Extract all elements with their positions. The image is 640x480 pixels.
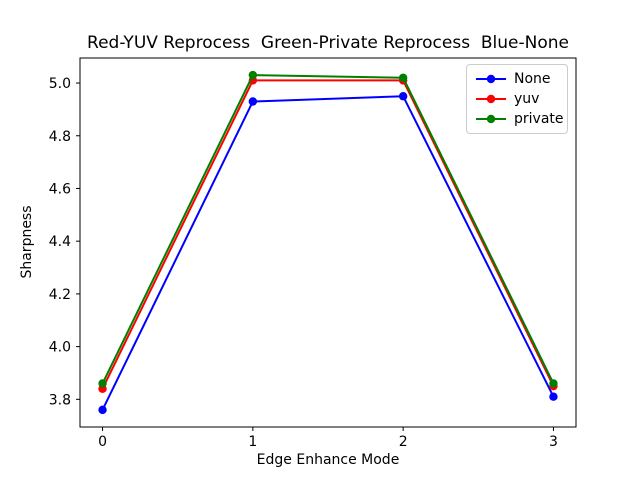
- legend-item-private: private: [475, 109, 564, 129]
- legend-label-None: None: [514, 71, 551, 87]
- x-tick-label: 1: [248, 434, 257, 450]
- plot-marker-None: [248, 97, 258, 106]
- plot-marker-private: [248, 70, 258, 80]
- x-tick-label: 2: [399, 434, 408, 450]
- x-tick-label: 3: [549, 434, 558, 450]
- plot-marker-private: [398, 73, 408, 82]
- y-tick-label: 5.0: [49, 76, 71, 92]
- y-tick-label: 4.4: [49, 234, 71, 250]
- plot-marker-None: [398, 92, 408, 101]
- legend-line-sample-None: [476, 74, 506, 84]
- legend-label-private: private: [514, 111, 564, 127]
- plot-marker-private: [549, 379, 558, 388]
- plot-line-private: [101, 74, 555, 384]
- chart-title: Red-YUV Reprocess Green-Private Reproces…: [87, 33, 569, 53]
- x-axis-label: Edge Enhance Mode: [256, 452, 400, 468]
- legend-item-None: None: [475, 69, 559, 89]
- plot-line-None: [101, 95, 555, 411]
- y-tick-label: 4.0: [49, 340, 71, 356]
- legend-line-sample-private: [476, 114, 506, 124]
- y-tick-label: 4.2: [49, 287, 71, 303]
- plot-marker-None: [549, 392, 558, 401]
- axes-frame: [79, 57, 577, 428]
- x-tick-label: 0: [98, 434, 107, 450]
- y-tick-label: 4.8: [49, 129, 71, 145]
- plot-marker-private: [98, 379, 107, 388]
- legend: None yuv private: [466, 64, 568, 134]
- legend-label-yuv: yuv: [514, 91, 540, 107]
- plot-marker-None: [98, 405, 107, 415]
- legend-line-sample-yuv: [476, 94, 506, 104]
- legend-item-yuv: yuv: [475, 89, 559, 109]
- y-tick-label: 4.6: [49, 181, 71, 197]
- y-tick-label: 3.8: [49, 392, 71, 408]
- plot-line-yuv: [101, 79, 555, 390]
